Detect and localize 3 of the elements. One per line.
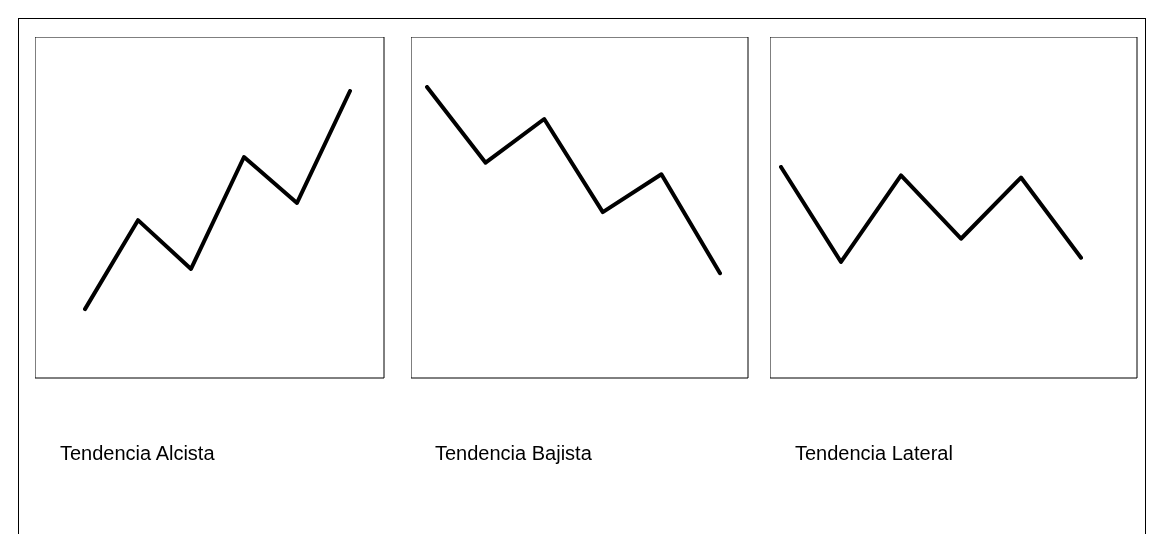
text: Tendencia Alcista bbox=[60, 442, 216, 464]
text: Tendencia Bajista bbox=[435, 442, 593, 464]
text: Tendencia Lateral bbox=[795, 442, 953, 464]
